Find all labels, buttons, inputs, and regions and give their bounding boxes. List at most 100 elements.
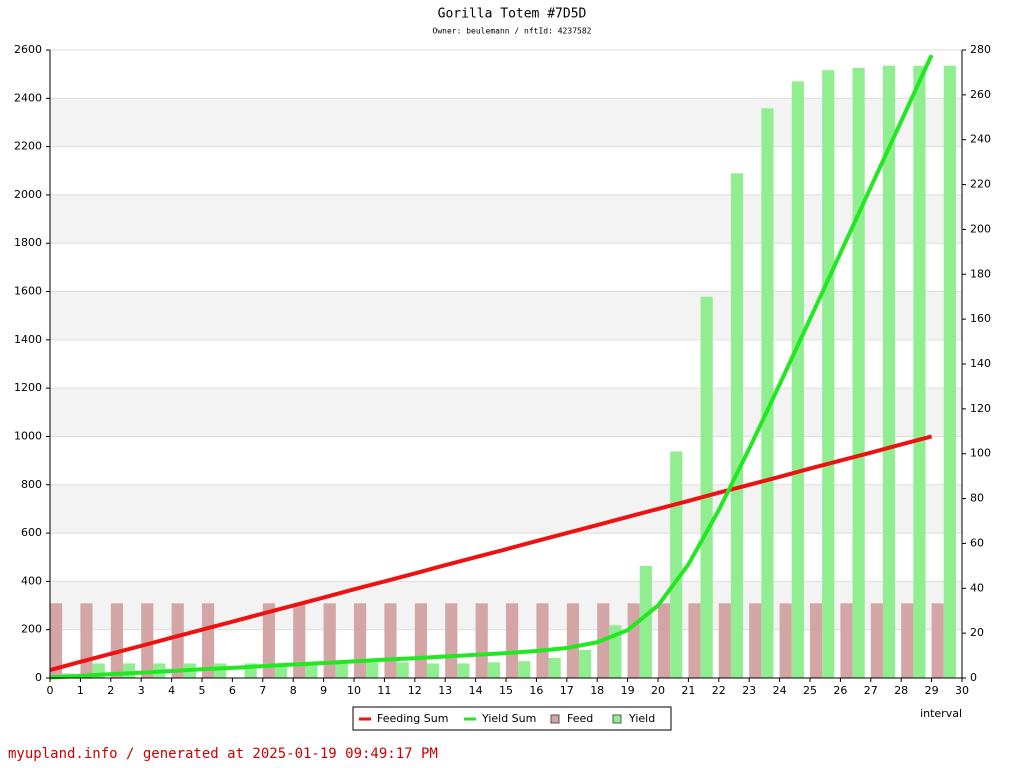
- bar: [882, 65, 896, 678]
- legend-label: Yield: [628, 712, 655, 725]
- bars: [50, 65, 956, 679]
- bar: [323, 603, 336, 678]
- bar: [840, 603, 853, 678]
- y2-tick-label: 120: [970, 402, 991, 415]
- y-tick-label: 1600: [14, 285, 42, 298]
- legend: Feeding Sum Yield Sum Feed Yield: [352, 706, 672, 731]
- x-tick-label: 6: [229, 684, 236, 697]
- y-tick-label: 0: [35, 671, 42, 684]
- y-tick-label: 1000: [14, 429, 42, 442]
- legend-swatch: [612, 714, 622, 724]
- x-tick-label: 4: [168, 684, 175, 697]
- y-tick-label: 200: [21, 623, 42, 636]
- x-tick-label: 13: [438, 684, 452, 697]
- bar: [639, 565, 652, 678]
- y2-tick-label: 260: [970, 88, 991, 101]
- bar: [670, 451, 683, 678]
- y-tick-label: 800: [21, 478, 42, 491]
- y2-tick-label: 80: [970, 492, 984, 505]
- x-tick-label: 15: [499, 684, 513, 697]
- legend-label: Feed: [567, 712, 593, 725]
- y-tick-label: 2600: [14, 43, 42, 56]
- bar: [718, 603, 731, 678]
- x-tick-label: 22: [712, 684, 726, 697]
- footer: myupland.info / generated at 2025-01-19 …: [8, 746, 438, 762]
- bar: [141, 603, 154, 678]
- x-tick-label: 11: [377, 684, 391, 697]
- chart-title: Gorilla Totem #7D5D: [438, 7, 587, 22]
- x-tick-label: 17: [560, 684, 574, 697]
- bar: [475, 603, 488, 678]
- y-tick-label: 2200: [14, 140, 42, 153]
- bar: [335, 663, 348, 678]
- bar: [810, 603, 823, 678]
- bar: [50, 603, 63, 678]
- bar: [931, 603, 944, 678]
- bar: [305, 663, 318, 678]
- y-tick-label: 1800: [14, 236, 42, 249]
- x-tick-label: 0: [47, 684, 54, 697]
- x-tick-label: 16: [529, 684, 543, 697]
- line: [49, 434, 933, 672]
- y2-tick-label: 60: [970, 536, 984, 549]
- x-tick-label: 8: [290, 684, 297, 697]
- bar: [445, 603, 458, 678]
- y-tick-label: 400: [21, 574, 42, 587]
- x-tick-label: 18: [590, 684, 604, 697]
- grid-band: [50, 194, 962, 244]
- bar: [913, 65, 926, 678]
- legend-box: [352, 706, 672, 731]
- bar: [122, 663, 136, 678]
- y2-tick-label: 0: [970, 671, 977, 684]
- x-tick-label: 10: [347, 684, 361, 697]
- grid-band: [50, 388, 962, 437]
- bar: [293, 603, 306, 678]
- x-tick-label: 26: [833, 684, 847, 697]
- chart-subtitle: Owner: beulemann / nftId: 4237582: [433, 27, 592, 36]
- x-axis-label: interval: [920, 707, 962, 720]
- bar: [80, 603, 93, 678]
- bar: [852, 67, 865, 678]
- bar: [779, 603, 792, 678]
- y-tick-label: 2400: [14, 91, 42, 104]
- bar: [943, 65, 956, 678]
- bar: [518, 661, 531, 678]
- x-tick-label: 5: [199, 684, 206, 697]
- grid-band: [50, 98, 962, 147]
- bar: [730, 173, 744, 678]
- bar: [791, 81, 804, 678]
- bar: [870, 603, 883, 678]
- x-tick-label: 7: [259, 684, 266, 697]
- y2-tick-label: 240: [970, 133, 991, 146]
- x-tick-label: 12: [408, 684, 422, 697]
- bar: [536, 603, 549, 678]
- x-tick-label: 29: [925, 684, 939, 697]
- y-tick-label: 1400: [14, 333, 42, 346]
- grid-band: [50, 484, 962, 534]
- x-tick-label: 30: [955, 684, 969, 697]
- bar: [506, 603, 519, 678]
- bar: [457, 663, 470, 678]
- bar: [202, 603, 215, 678]
- y-tick-label: 1200: [14, 381, 42, 394]
- x-tick-label: 9: [320, 684, 327, 697]
- y-tick-label: 2000: [14, 188, 42, 201]
- line: [49, 54, 934, 680]
- bar: [384, 603, 397, 678]
- bar: [700, 296, 713, 678]
- bar: [214, 663, 227, 678]
- bar: [262, 603, 275, 678]
- grid: [50, 49, 962, 679]
- bar: [110, 603, 123, 678]
- bar: [366, 662, 379, 678]
- bar: [761, 108, 774, 679]
- bar: [354, 603, 367, 678]
- bar: [414, 603, 427, 678]
- x-tick-label: 2: [107, 684, 114, 697]
- bar: [426, 663, 440, 678]
- x-tick-label: 3: [138, 684, 145, 697]
- y2-tick-label: 20: [970, 626, 984, 639]
- x-tick-label: 1: [77, 684, 84, 697]
- y2-tick-label: 200: [970, 222, 991, 235]
